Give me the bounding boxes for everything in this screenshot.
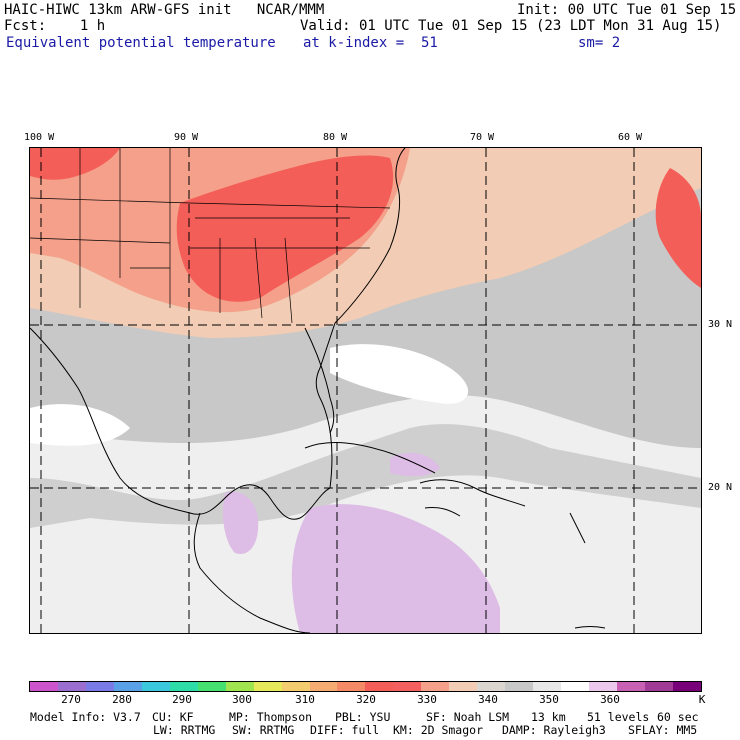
lon-tick: 70 W (470, 132, 495, 143)
colorbar-swatch (85, 682, 114, 691)
lon-tick: 90 W (174, 132, 199, 143)
colorbar-unit: K (698, 693, 706, 706)
colorbar-swatch (393, 682, 422, 691)
init-time: Init: 00 UTC Tue 01 Sep 15 (517, 2, 737, 18)
colorbar-swatch (477, 682, 506, 691)
colorbar-swatch (281, 682, 310, 691)
footer-levels: 51 levels (587, 710, 650, 724)
footer-km: KM: 2D Smagor (393, 723, 484, 737)
colorbar (29, 681, 702, 692)
footer-sf: SF: Noah LSM (426, 710, 510, 724)
footer-timestep: 60 sec (657, 710, 699, 724)
forecast-hour: Fcst: 1 h (4, 18, 106, 34)
colorbar-swatch (225, 682, 254, 691)
lon-tick: 100 W (24, 132, 55, 143)
footer-pbl: PBL: YSU (335, 710, 391, 724)
smoothing: sm= 2 (578, 35, 621, 51)
colorbar-swatch (533, 682, 562, 691)
footer-resolution: 13 km (531, 710, 566, 724)
colorbar-label: 350 (539, 693, 559, 706)
colorbar-swatch (141, 682, 170, 691)
colorbar-swatch (309, 682, 338, 691)
lon-tick: 60 W (618, 132, 643, 143)
level-index: at k-index = 51 (303, 35, 438, 51)
footer-lw: LW: RRTMG (153, 723, 216, 737)
colorbar-label: 340 (478, 693, 498, 706)
colorbar-swatch (365, 682, 394, 691)
colorbar-swatch (253, 682, 282, 691)
colorbar-label: 300 (232, 693, 252, 706)
valid-time: Valid: 01 UTC Tue 01 Sep 15 (23 LDT Mon … (300, 18, 722, 34)
footer-sw: SW: RRTMG (232, 723, 295, 737)
colorbar-swatch (337, 682, 366, 691)
colorbar-swatch (169, 682, 198, 691)
colorbar-swatch (617, 682, 645, 691)
footer-cu: CU: KF (152, 710, 194, 724)
map-canvas (30, 148, 701, 633)
colorbar-swatch (644, 682, 673, 691)
colorbar-label: 270 (61, 693, 81, 706)
colorbar-swatch (57, 682, 86, 691)
colorbar-label: 290 (172, 693, 192, 706)
model-title: HAIC-HIWC 13km ARW-GFS init NCAR/MMM (4, 2, 325, 18)
colorbar-label: 330 (417, 693, 437, 706)
lat-tick: 20 N (708, 482, 733, 493)
colorbar-label: 360 (600, 693, 620, 706)
lat-tick: 30 N (708, 319, 733, 330)
colorbar-label: 280 (112, 693, 132, 706)
colorbar-swatch (30, 682, 58, 691)
colorbar-swatch (505, 682, 534, 691)
colorbar-swatch (449, 682, 478, 691)
footer-sflay: SFLAY: MM5 (628, 723, 698, 737)
colorbar-swatch (589, 682, 618, 691)
field-name: Equivalent potential temperature (6, 35, 276, 51)
colorbar-swatch (421, 682, 450, 691)
lon-tick: 80 W (323, 132, 348, 143)
colorbar-swatch (561, 682, 590, 691)
theta-e-map (29, 147, 702, 634)
footer-model-info: Model Info: V3.7 (30, 710, 141, 724)
colorbar-swatch (672, 682, 701, 691)
colorbar-swatch (113, 682, 142, 691)
footer-diff: DIFF: full (310, 723, 380, 737)
colorbar-label: 320 (356, 693, 376, 706)
footer-damp: DAMP: Rayleigh3 (502, 723, 606, 737)
colorbar-swatch (197, 682, 226, 691)
colorbar-label: 310 (295, 693, 315, 706)
footer-mp: MP: Thompson (229, 710, 313, 724)
